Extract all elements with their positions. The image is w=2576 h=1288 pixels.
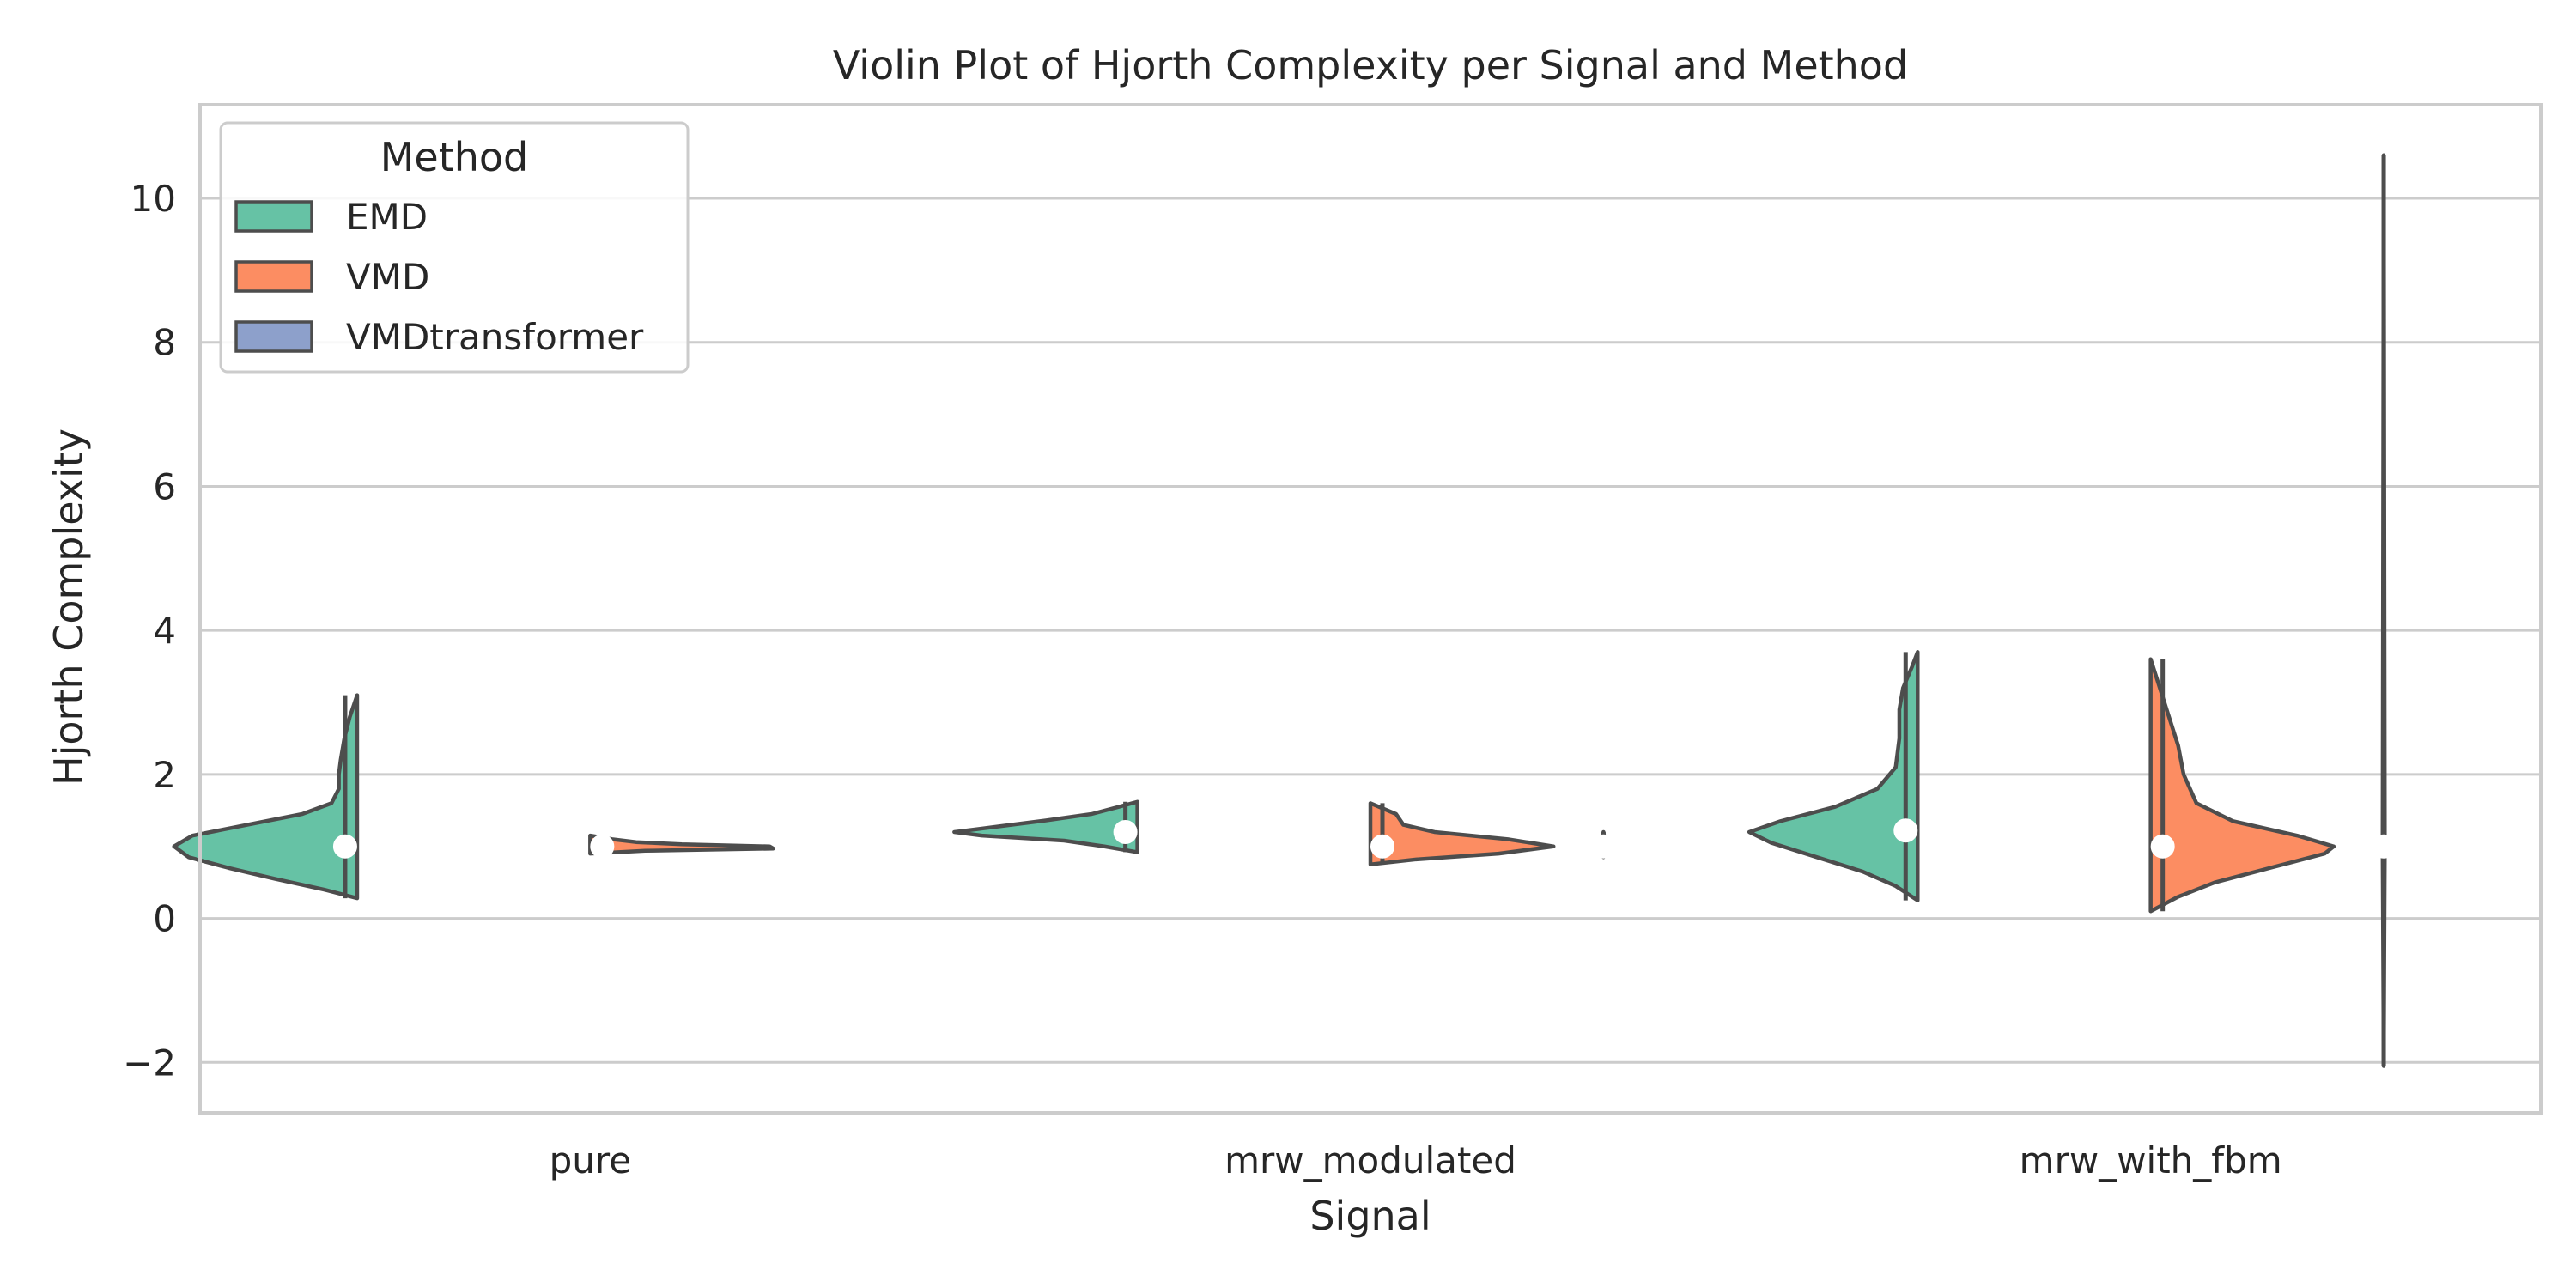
legend-swatch-VMD [234,260,313,293]
y-tick-label: 6 [153,465,176,507]
legend-box [219,121,690,374]
y-tick-label: 0 [153,898,176,940]
legend-swatch-VMDtransformer [234,320,313,353]
plot-frame [198,103,2543,1115]
legend-label-EMD: EMD [346,196,428,238]
x-tick-labels: pure mrw_modulated mrw_with_fbm [550,1139,2282,1182]
legend-swatch-EMD [234,200,313,233]
legend-label-VMDtransformer: VMDtransformer [346,316,644,358]
y-tick-label: 10 [131,178,176,220]
violin-VMD-mrw_modulated [1368,801,1556,866]
legend: Method EMD VMD VMDtransformer [219,121,690,374]
legend-label-VMD: VMD [346,256,429,298]
x-tick-label-mrw_with_fbm: mrw_with_fbm [2020,1139,2282,1182]
chart-title: Violin Plot of Hjorth Complexity per Sig… [833,42,1908,88]
legend-title: Method [380,134,529,180]
violin-EMD-mrw_with_fbm [1747,650,1920,902]
y-tick-labels: −2 0 2 4 6 8 10 [123,178,176,1084]
violin-EMD-mrw_modulated [952,799,1139,854]
y-axis-label: Hjorth Complexity [46,428,92,786]
violin-marks [172,153,2397,1068]
violin-VMD-mrw_with_fbm [2148,657,2336,914]
violin-VMD-pure [588,833,775,856]
x-tick-label-mrw_modulated: mrw_modulated [1224,1139,1516,1182]
legend-entries: EMD VMD VMDtransformer [234,196,644,358]
y-tick-label: 8 [153,322,176,364]
y-tick-label: 2 [153,754,176,796]
y-tick-label: 4 [153,610,176,652]
x-tick-label-pure: pure [550,1139,631,1182]
y-tick-label: −2 [123,1042,176,1084]
x-axis-label: Signal [1309,1193,1431,1239]
